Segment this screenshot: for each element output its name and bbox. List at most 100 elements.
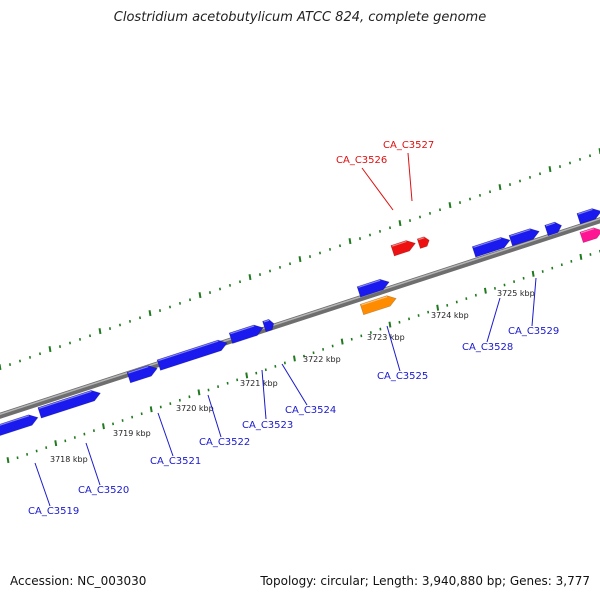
leader-line-ca-c3519: [34, 462, 51, 507]
gene-ca-c3524-shape: [262, 318, 275, 333]
lower-tick: [436, 304, 440, 311]
gene-ca-c3523-shape: [228, 324, 264, 344]
gene-ca-c3525-shine: [361, 296, 388, 306]
backbone-highlight: [0, 217, 600, 416]
backbone-line: [0, 217, 600, 419]
gene-ca-c3521-shape: [126, 365, 158, 384]
gene-edge-forward[interactable]: [576, 206, 600, 225]
lower-tick: [102, 423, 105, 430]
lower-tick: [483, 287, 487, 294]
gene-label-ca-c3529[interactable]: CA_C3529: [508, 326, 559, 337]
gene-next-forward-shape: [544, 221, 563, 237]
gene-ca-c3524[interactable]: [262, 318, 276, 333]
gene-ca-c3525-blue-shine: [358, 279, 381, 288]
gene-label-ca-c3528[interactable]: CA_C3528: [462, 342, 513, 353]
genome-summary-text: Topology: circular; Length: 3,940,880 bp…: [260, 574, 590, 588]
map-title: Clostridium acetobutylicum ATCC 824, com…: [113, 10, 487, 25]
kbp-label: 3723 kbp: [367, 333, 405, 342]
gene-label-ca-c3519[interactable]: CA_C3519: [28, 506, 79, 517]
gene-next-forward[interactable]: [544, 220, 564, 237]
gene-ca-c3527[interactable]: [416, 236, 431, 249]
gene-label-ca-c3520[interactable]: CA_C3520: [78, 485, 129, 496]
gene-label-ca-c3525[interactable]: CA_C3525: [377, 371, 428, 382]
gene-label-ca-c3521[interactable]: CA_C3521: [150, 456, 201, 467]
gene-ca-c3523-shine: [230, 325, 255, 335]
upper-tick: [98, 328, 102, 335]
gene-ca-c3521[interactable]: [126, 363, 159, 384]
lower-tick: [245, 372, 249, 379]
gene-ca-c3519[interactable]: [0, 412, 40, 437]
gene-ca-c3519-shape: [0, 414, 39, 437]
gene-ca-c3527-shine: [418, 237, 425, 241]
gene-ca-c3527-shape: [416, 236, 430, 249]
gene-edge-forward-shape: [576, 208, 600, 225]
upper-tick: [448, 202, 452, 209]
upper-tick: [348, 238, 352, 245]
gene-ca-c3522-shape: [156, 339, 228, 371]
upper-tick: [248, 274, 252, 281]
upper-tick: [148, 310, 152, 317]
kbp-label: 3721 kbp: [240, 379, 278, 388]
lower-tick: [340, 338, 344, 345]
kbp-label: 3719 kbp: [113, 429, 151, 438]
gene-ca-c3525-blue[interactable]: [356, 277, 391, 298]
lower-tick: [149, 406, 153, 413]
gene-edge-other-shine: [580, 228, 594, 234]
gene-ca-c3519-shine: [0, 415, 30, 427]
gene-ca-c3522-shine: [158, 340, 219, 362]
gene-label-ca-c3524[interactable]: CA_C3524: [285, 405, 336, 416]
kbp-label: 3720 kbp: [176, 404, 214, 413]
gene-ca-c3526-shine: [391, 240, 407, 247]
leader-line-ca-c3524: [281, 363, 308, 406]
upper-tick: [48, 346, 52, 353]
gene-ca-c3529-shape: [508, 228, 540, 247]
gene-label-ca-c3527[interactable]: CA_C3527: [383, 140, 434, 151]
gene-ca-c3526-shape: [390, 240, 416, 257]
gene-ca-c3525-shape: [359, 295, 397, 316]
gene-ca-c3528-shape: [471, 237, 511, 258]
gene-ca-c3524-shine: [263, 319, 270, 323]
gene-label-ca-c3523[interactable]: CA_C3523: [242, 420, 293, 431]
lower-tick: [293, 355, 296, 362]
gene-edge-forward-shine: [577, 208, 593, 215]
upper-tick: [398, 220, 402, 227]
gene-ca-c3522[interactable]: [156, 338, 229, 371]
upper-tick: [548, 166, 552, 173]
lower-tick: [579, 253, 583, 260]
lower-tick: [6, 457, 10, 464]
kbp-label: 3722 kbp: [303, 355, 341, 364]
gene-ca-c3520-shape: [37, 390, 101, 419]
leader-line-ca-c3526: [361, 167, 394, 211]
gene-ca-c3525-blue-shape: [356, 278, 390, 298]
gene-ca-c3528-shine: [473, 237, 502, 248]
kbp-label: 3725 kbp: [497, 289, 535, 298]
upper-tick: [198, 292, 202, 299]
gene-ca-c3520[interactable]: [37, 388, 102, 419]
leader-line-ca-c3522: [207, 394, 222, 438]
leader-line-ca-c3525: [386, 325, 401, 372]
lower-tick: [388, 321, 392, 328]
upper-tick: [298, 256, 302, 263]
upper-tick: [498, 184, 502, 191]
gene-label-ca-c3526[interactable]: CA_C3526: [336, 155, 387, 166]
gene-next-forward-shine: [545, 222, 556, 227]
leader-line-ca-c3523: [261, 369, 267, 420]
gene-ca-c3521-shine: [128, 365, 149, 374]
gene-label-ca-c3522[interactable]: CA_C3522: [199, 437, 250, 448]
gene-ca-c3529-shine: [510, 228, 531, 237]
gene-edge-other[interactable]: [579, 225, 600, 244]
gene-ca-c3523[interactable]: [228, 323, 265, 344]
lower-tick: [54, 440, 58, 447]
gene-ca-c3529[interactable]: [508, 226, 541, 247]
leader-line-ca-c3520: [85, 442, 101, 486]
kbp-label: 3718 kbp: [50, 455, 88, 464]
gene-ca-c3528[interactable]: [471, 235, 512, 258]
lower-tick: [197, 389, 201, 396]
leader-line-ca-c3528: [486, 297, 501, 343]
kbp-label: 3724 kbp: [431, 311, 469, 320]
gene-ca-c3520-shine: [38, 390, 92, 409]
gene-ca-c3525[interactable]: [359, 293, 398, 316]
gene-ca-c3526[interactable]: [390, 238, 417, 257]
accession-text: Accession: NC_003030: [10, 574, 147, 588]
